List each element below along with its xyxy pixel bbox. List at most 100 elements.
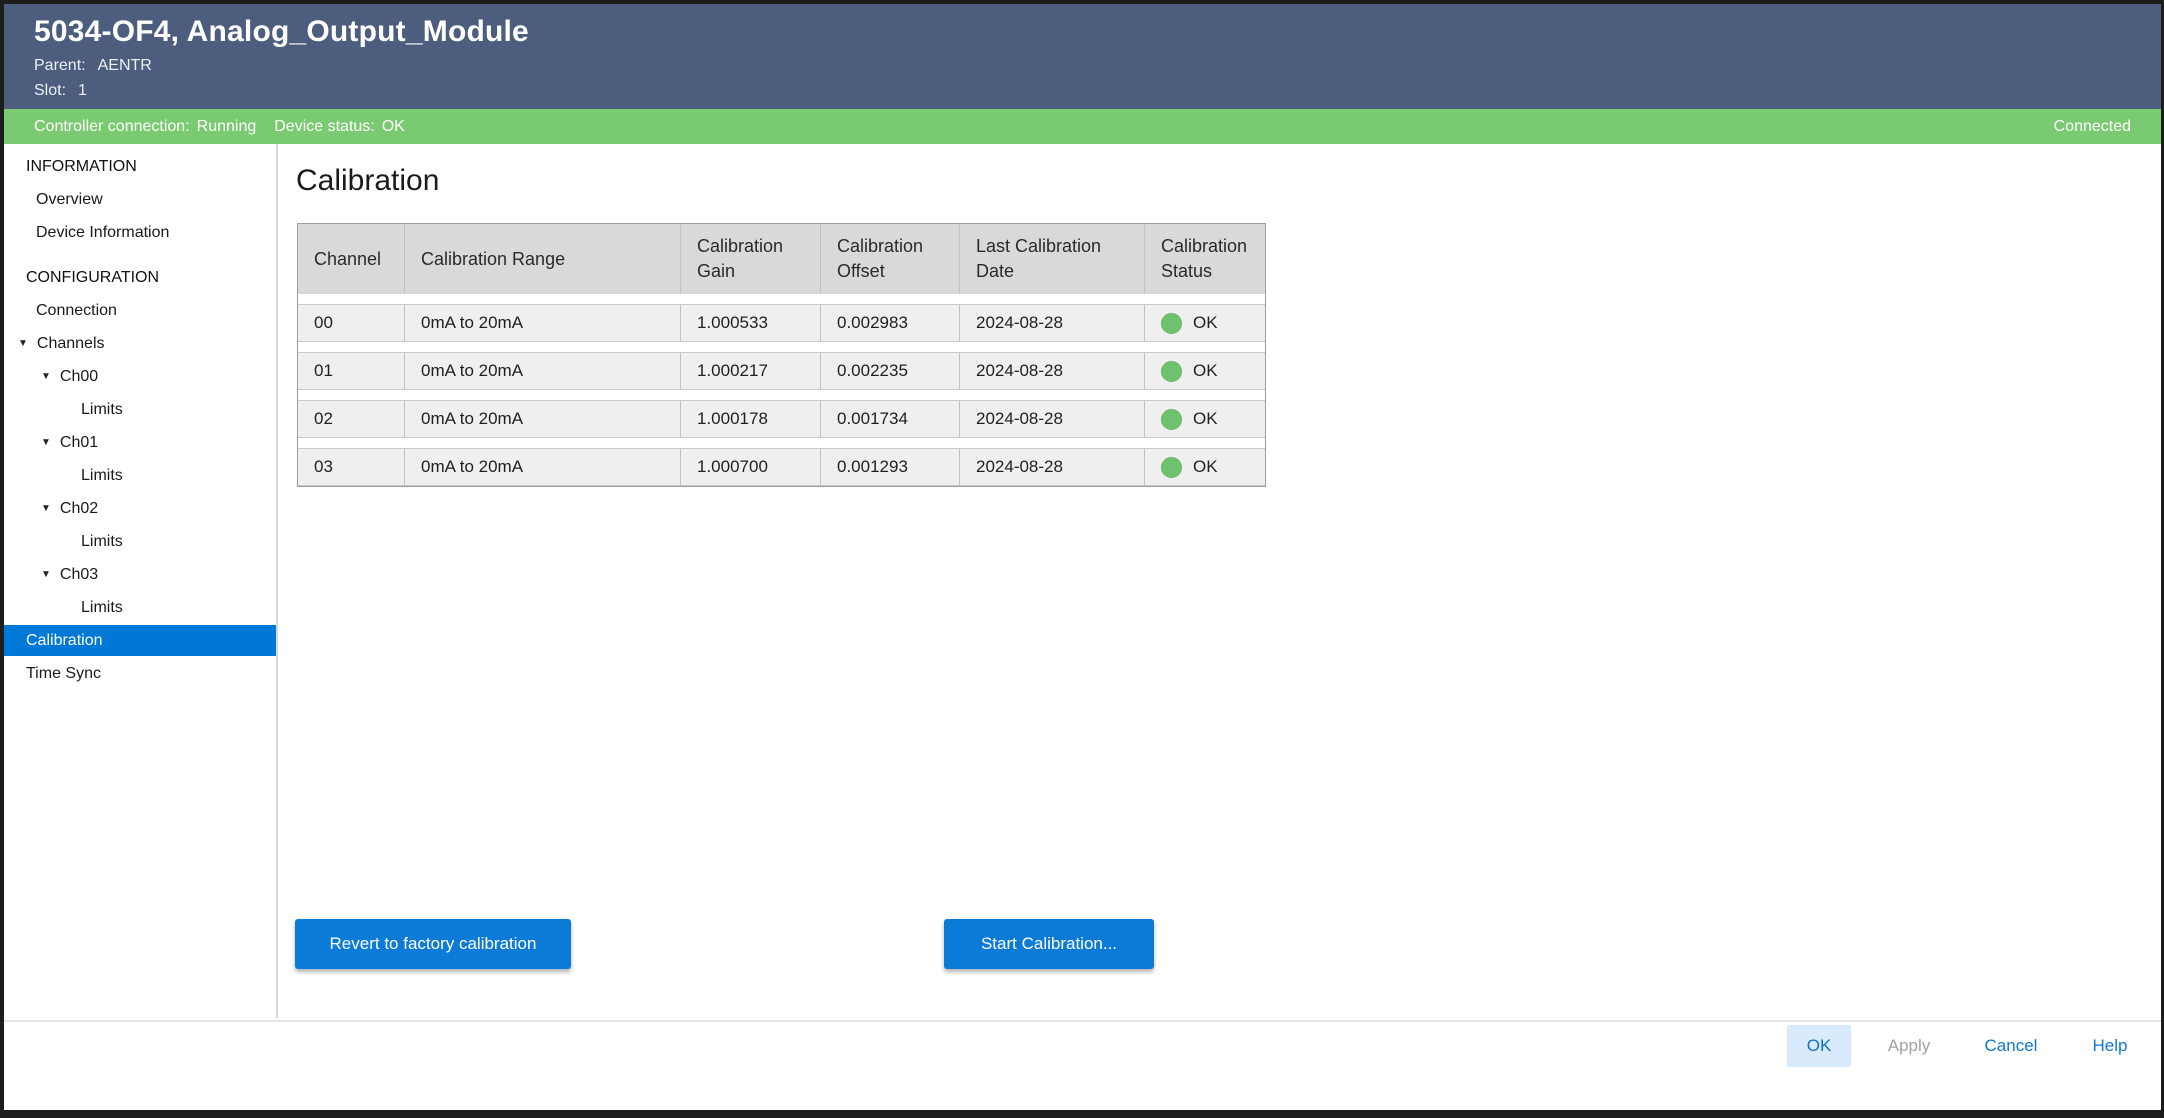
status-text: OK xyxy=(1193,409,1218,428)
parent-value: AENTR xyxy=(97,57,152,74)
status-cell: OK xyxy=(1145,401,1265,437)
sidebar-item-time-sync[interactable]: Time Sync xyxy=(4,657,276,690)
status-ok-dot-icon xyxy=(1161,408,1182,430)
range-cell: 0mA to 20mA xyxy=(405,305,681,341)
channel-cell: 03 xyxy=(298,449,405,485)
offset-cell: 0.002235 xyxy=(821,353,960,389)
ok-button[interactable]: OK xyxy=(1787,1025,1851,1067)
controller-connection-label: Controller connection: xyxy=(34,117,190,135)
slot-label: Slot: xyxy=(34,82,67,99)
col-header-calibration-gain: Calibration Gain xyxy=(681,224,821,294)
date-cell: 2024-08-28 xyxy=(960,305,1145,341)
controller-connection-status: Controller connection: Running xyxy=(34,118,256,136)
col-header-last-calibration-date: Last Calibration Date xyxy=(960,224,1145,294)
table-row: 01 0mA to 20mA 1.000217 0.002235 2024-08… xyxy=(298,352,1265,390)
slot-value: 1 xyxy=(78,82,87,99)
apply-button[interactable]: Apply xyxy=(1873,1025,1945,1067)
sidebar-item-label: Channels xyxy=(36,334,105,352)
table-row: 00 0mA to 20mA 1.000533 0.002983 2024-08… xyxy=(298,304,1265,342)
sidebar-item-label: Overview xyxy=(36,190,103,208)
col-header-calibration-status: Calibration Status xyxy=(1161,236,1248,281)
sidebar-item-label: Calibration xyxy=(26,631,103,649)
sidebar-item-label: Limits xyxy=(81,466,123,484)
dialog-footer: OK Apply Cancel Help xyxy=(4,1022,2161,1110)
sidebar-item-label: Ch03 xyxy=(59,565,99,583)
sidebar-section-information: INFORMATION xyxy=(4,150,276,183)
sidebar-item-ch01-limits[interactable]: Limits xyxy=(4,459,276,492)
date-cell: 2024-08-28 xyxy=(960,449,1145,485)
gain-cell: 1.000533 xyxy=(681,305,821,341)
date-cell: 2024-08-28 xyxy=(960,353,1145,389)
controller-connection-value: Running xyxy=(196,117,257,135)
sidebar-item-label: Ch00 xyxy=(59,367,99,385)
sidebar-item-label: Connection xyxy=(36,301,117,319)
parent-line: Parent: AENTR xyxy=(34,54,2161,77)
calibration-table: Channel Calibration Range Calibration Ga… xyxy=(297,223,1266,487)
sidebar-item-ch02-limits[interactable]: Limits xyxy=(4,525,276,558)
status-cell: OK xyxy=(1145,449,1265,485)
col-header-calibration-range: Calibration Range xyxy=(405,224,681,294)
gain-cell: 1.000700 xyxy=(681,449,821,485)
sidebar-item-ch03-limits[interactable]: Limits xyxy=(4,591,276,624)
sidebar-item-label: Limits xyxy=(81,532,123,550)
sidebar-section-configuration: CONFIGURATION xyxy=(4,261,276,294)
sidebar-item-label: Time Sync xyxy=(26,664,101,682)
sidebar-item-ch03[interactable]: ▼ Ch03 xyxy=(4,558,276,591)
caret-down-icon[interactable]: ▼ xyxy=(41,502,51,514)
status-ok-dot-icon xyxy=(1161,360,1182,382)
section-label: CONFIGURATION xyxy=(26,268,160,286)
sidebar-item-label: Device Information xyxy=(36,223,170,241)
sidebar-item-label: Limits xyxy=(81,400,123,418)
sidebar-item-ch02[interactable]: ▼ Ch02 xyxy=(4,492,276,525)
caret-down-icon[interactable]: ▼ xyxy=(41,568,51,580)
status-text: OK xyxy=(1193,361,1218,380)
range-cell: 0mA to 20mA xyxy=(405,353,681,389)
sidebar-item-channels[interactable]: ▼ Channels xyxy=(4,327,276,360)
channel-cell: 00 xyxy=(298,305,405,341)
status-ok-dot-icon xyxy=(1161,312,1182,334)
device-status-value: OK xyxy=(381,117,405,135)
revert-to-factory-calibration-button[interactable]: Revert to factory calibration xyxy=(295,919,571,969)
gain-cell: 1.000178 xyxy=(681,401,821,437)
parent-label: Parent: xyxy=(34,57,86,74)
range-cell: 0mA to 20mA xyxy=(405,449,681,485)
offset-cell: 0.002983 xyxy=(821,305,960,341)
status-cell: OK xyxy=(1145,353,1265,389)
table-header-row: Channel Calibration Range Calibration Ga… xyxy=(298,224,1265,294)
sidebar-divider xyxy=(276,144,278,1018)
sidebar-item-label: Ch01 xyxy=(59,433,99,451)
caret-down-icon[interactable]: ▼ xyxy=(41,370,51,382)
navigation-sidebar: INFORMATION Overview Device Information … xyxy=(4,144,276,1018)
caret-down-icon[interactable]: ▼ xyxy=(41,436,51,448)
gain-cell: 1.000217 xyxy=(681,353,821,389)
section-label: INFORMATION xyxy=(26,157,137,175)
caret-down-icon[interactable]: ▼ xyxy=(18,337,28,349)
module-titlebar: 5034-OF4, Analog_Output_Module Parent: AE… xyxy=(4,4,2161,109)
table-row: 02 0mA to 20mA 1.000178 0.001734 2024-08… xyxy=(298,400,1265,438)
sidebar-item-connection[interactable]: Connection xyxy=(4,294,276,327)
col-header-calibration-offset: Calibration Offset xyxy=(821,224,960,294)
sidebar-item-ch00[interactable]: ▼ Ch00 xyxy=(4,360,276,393)
channel-cell: 02 xyxy=(298,401,405,437)
cancel-button[interactable]: Cancel xyxy=(1970,1025,2052,1067)
sidebar-item-overview[interactable]: Overview xyxy=(4,183,276,216)
date-cell: 2024-08-28 xyxy=(960,401,1145,437)
col-header-channel: Channel xyxy=(298,224,405,294)
offset-cell: 0.001734 xyxy=(821,401,960,437)
help-button[interactable]: Help xyxy=(2078,1025,2142,1067)
page-title: 5034-OF4, Analog_Output_Module xyxy=(34,15,529,48)
sidebar-item-ch01[interactable]: ▼ Ch01 xyxy=(4,426,276,459)
status-text: OK xyxy=(1193,457,1218,476)
status-cell: OK xyxy=(1145,305,1265,341)
sidebar-item-ch00-limits[interactable]: Limits xyxy=(4,393,276,426)
device-status-label: Device status: xyxy=(274,117,375,135)
sidebar-item-calibration[interactable]: Calibration xyxy=(4,625,276,656)
start-calibration-button[interactable]: Start Calibration... xyxy=(944,919,1154,969)
offset-cell: 0.001293 xyxy=(821,449,960,485)
table-row: 03 0mA to 20mA 1.000700 0.001293 2024-08… xyxy=(298,448,1265,486)
footer-divider xyxy=(4,1020,2161,1022)
range-cell: 0mA to 20mA xyxy=(405,401,681,437)
sidebar-item-device-information[interactable]: Device Information xyxy=(4,216,276,249)
calibration-heading: Calibration xyxy=(296,164,440,197)
